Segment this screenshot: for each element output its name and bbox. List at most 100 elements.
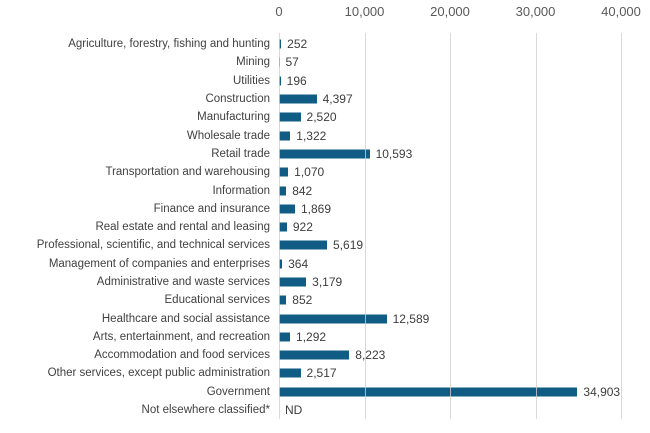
category-label: Agriculture, forestry, fishing and hunti…: [68, 38, 270, 51]
category-label: Wholesale trade: [186, 129, 270, 142]
value-label: 57: [285, 55, 299, 70]
bar: [279, 94, 317, 104]
bar: [279, 314, 387, 324]
chart-row: Government 34,903: [0, 383, 650, 401]
category-label: Construction: [205, 93, 270, 106]
bar: [279, 240, 328, 250]
value-label: 1,869: [300, 201, 331, 216]
bar: [279, 39, 282, 49]
chart-row: Wholesale trade 1,322: [0, 126, 650, 144]
bar-area: 5,619: [279, 236, 650, 254]
bar-area: ND: [279, 401, 650, 419]
chart-row: Manufacturing 2,520: [0, 108, 650, 126]
chart-row: Retail trade 10,593: [0, 145, 650, 163]
category-label: Mining: [236, 56, 270, 69]
bar-area: 3,179: [279, 273, 650, 291]
value-label: 10,593: [375, 146, 413, 161]
category-label: Government: [206, 385, 270, 398]
chart-row: Professional, scientific, and technical …: [0, 236, 650, 254]
chart-row: Agriculture, forestry, fishing and hunti…: [0, 35, 650, 53]
category-label: Professional, scientific, and technical …: [36, 239, 270, 252]
x-axis-tick-label: 30,000: [515, 4, 556, 19]
bar-area: 34,903: [279, 383, 650, 401]
bar: [279, 350, 350, 360]
chart-row: Construction 4,397: [0, 90, 650, 108]
bar: [279, 368, 301, 378]
category-label: Transportation and warehousing: [105, 166, 270, 179]
chart-row: Finance and insurance 1,869: [0, 200, 650, 218]
value-label: 364: [288, 256, 309, 271]
bar-area: 2,520: [279, 108, 650, 126]
value-label: 8,223: [355, 348, 386, 363]
category-label: Other services, except public administra…: [47, 367, 270, 380]
bar: [279, 277, 307, 287]
value-label: 5,619: [333, 238, 364, 253]
value-label: ND: [285, 403, 303, 418]
bar: [279, 167, 289, 177]
bar-area: 196: [279, 72, 650, 90]
bar-area: 8,223: [279, 346, 650, 364]
x-axis-tick-label: 20,000: [430, 4, 470, 19]
bar: [279, 131, 291, 141]
bar-area: 842: [279, 181, 650, 199]
value-label: 3,179: [312, 275, 343, 289]
bar: [279, 295, 287, 305]
chart-row: Other services, except public administra…: [0, 364, 650, 382]
chart-row: Utilities 196: [0, 72, 650, 90]
chart-row: Real estate and rental and leasing 922: [0, 218, 650, 236]
bar: [279, 186, 287, 196]
bar-area: 364: [279, 255, 650, 273]
bar: [279, 149, 370, 159]
bar: [279, 222, 287, 232]
bar: [279, 204, 295, 214]
bar-area: 922: [279, 218, 650, 236]
category-label: Arts, entertainment, and recreation: [92, 330, 270, 343]
category-label: Utilities: [232, 74, 270, 87]
chart-row: Mining 57: [0, 53, 650, 71]
bar: [279, 387, 578, 397]
category-label: Retail trade: [211, 147, 270, 160]
bar-area: 57: [279, 53, 650, 71]
value-label: 2,520: [306, 110, 337, 125]
chart-row: Not elsewhere classified* ND: [0, 401, 650, 419]
bar-area: 1,869: [279, 200, 650, 218]
value-label: 1,322: [296, 128, 327, 143]
bar-area: 252: [279, 35, 650, 53]
category-label: Management of companies and enterprises: [48, 257, 270, 270]
x-axis-tick-label: 10,000: [344, 4, 385, 19]
chart-row: Healthcare and social assistance 12,589: [0, 309, 650, 327]
bar: [279, 332, 291, 342]
bar-area: 12,589: [279, 309, 650, 327]
chart-row: Management of companies and enterprises 3…: [0, 255, 650, 273]
category-label: Accommodation and food services: [94, 349, 270, 362]
value-label: 1,070: [294, 165, 325, 180]
value-label: 4,397: [322, 92, 353, 107]
category-label: Healthcare and social assistance: [101, 312, 270, 325]
chart-row: Accommodation and food services 8,223: [0, 346, 650, 364]
category-label: Finance and insurance: [153, 202, 270, 215]
gridline: [279, 33, 280, 419]
chart-row: Educational services 852: [0, 291, 650, 309]
category-label: Real estate and rental and leasing: [95, 221, 270, 234]
value-label: 12,589: [392, 311, 430, 326]
value-label: 252: [287, 37, 308, 52]
value-label: 842: [292, 183, 313, 198]
chart-row: Arts, entertainment, and recreation 1,292: [0, 328, 650, 346]
value-label: 1,292: [296, 329, 327, 344]
chart-row: Transportation and warehousing 1,070: [0, 163, 650, 181]
value-label: 34,903: [583, 384, 621, 399]
plot-area: Agriculture, forestry, fishing and hunti…: [0, 35, 650, 419]
category-label: Administrative and waste services: [96, 276, 270, 288]
gridline: [535, 33, 537, 419]
value-label: 922: [292, 220, 313, 235]
bar-area: 2,517: [279, 364, 650, 382]
gridline: [450, 33, 451, 419]
gridline: [621, 33, 622, 419]
value-label: 196: [286, 73, 307, 88]
bar: [279, 259, 283, 269]
value-label: 2,517: [306, 366, 337, 381]
category-label: Not elsewhere classified*: [141, 404, 270, 417]
category-label: Educational services: [164, 294, 270, 307]
x-axis-tick-label: 40,000: [601, 4, 641, 19]
